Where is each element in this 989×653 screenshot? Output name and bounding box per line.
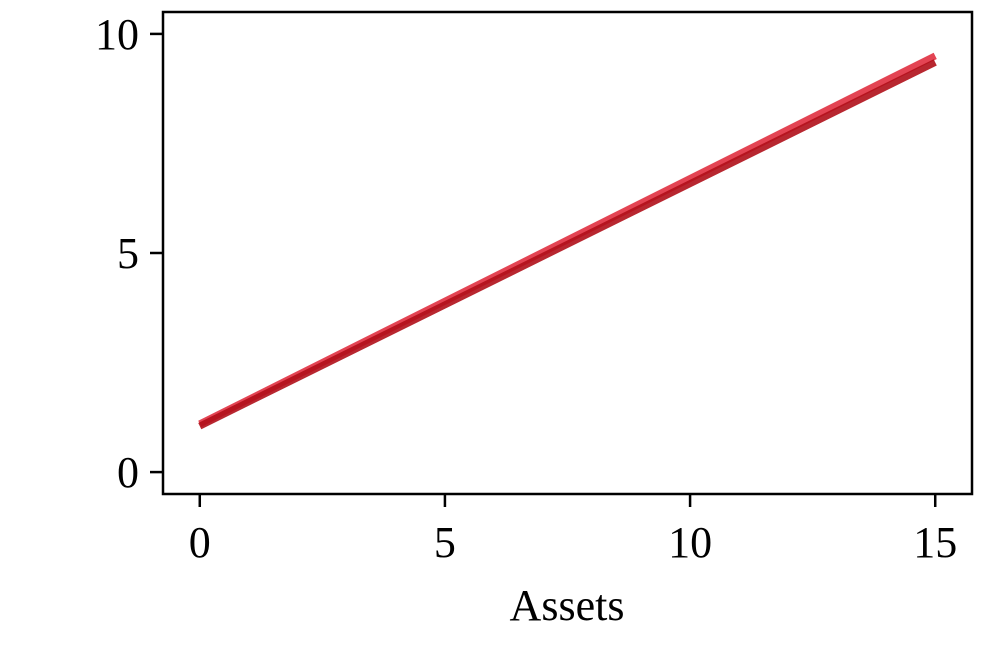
- plot-area-frame: [161, 10, 974, 496]
- x-axis-label: Assets: [510, 581, 625, 630]
- x-tick-label: 5: [434, 518, 456, 567]
- y-tick-label: 10: [95, 10, 139, 59]
- x-tick-label: 15: [913, 518, 957, 567]
- x-axis: 0 5 10 15: [189, 494, 957, 567]
- x-tick-label: 10: [668, 518, 712, 567]
- y-tick-label: 5: [117, 229, 139, 278]
- y-tick-label: 0: [117, 448, 139, 497]
- series-line-2: [198, 59, 937, 430]
- x-tick-label: 0: [189, 518, 211, 567]
- series-layer: [198, 52, 937, 430]
- y-axis: 0 5 10: [95, 10, 163, 497]
